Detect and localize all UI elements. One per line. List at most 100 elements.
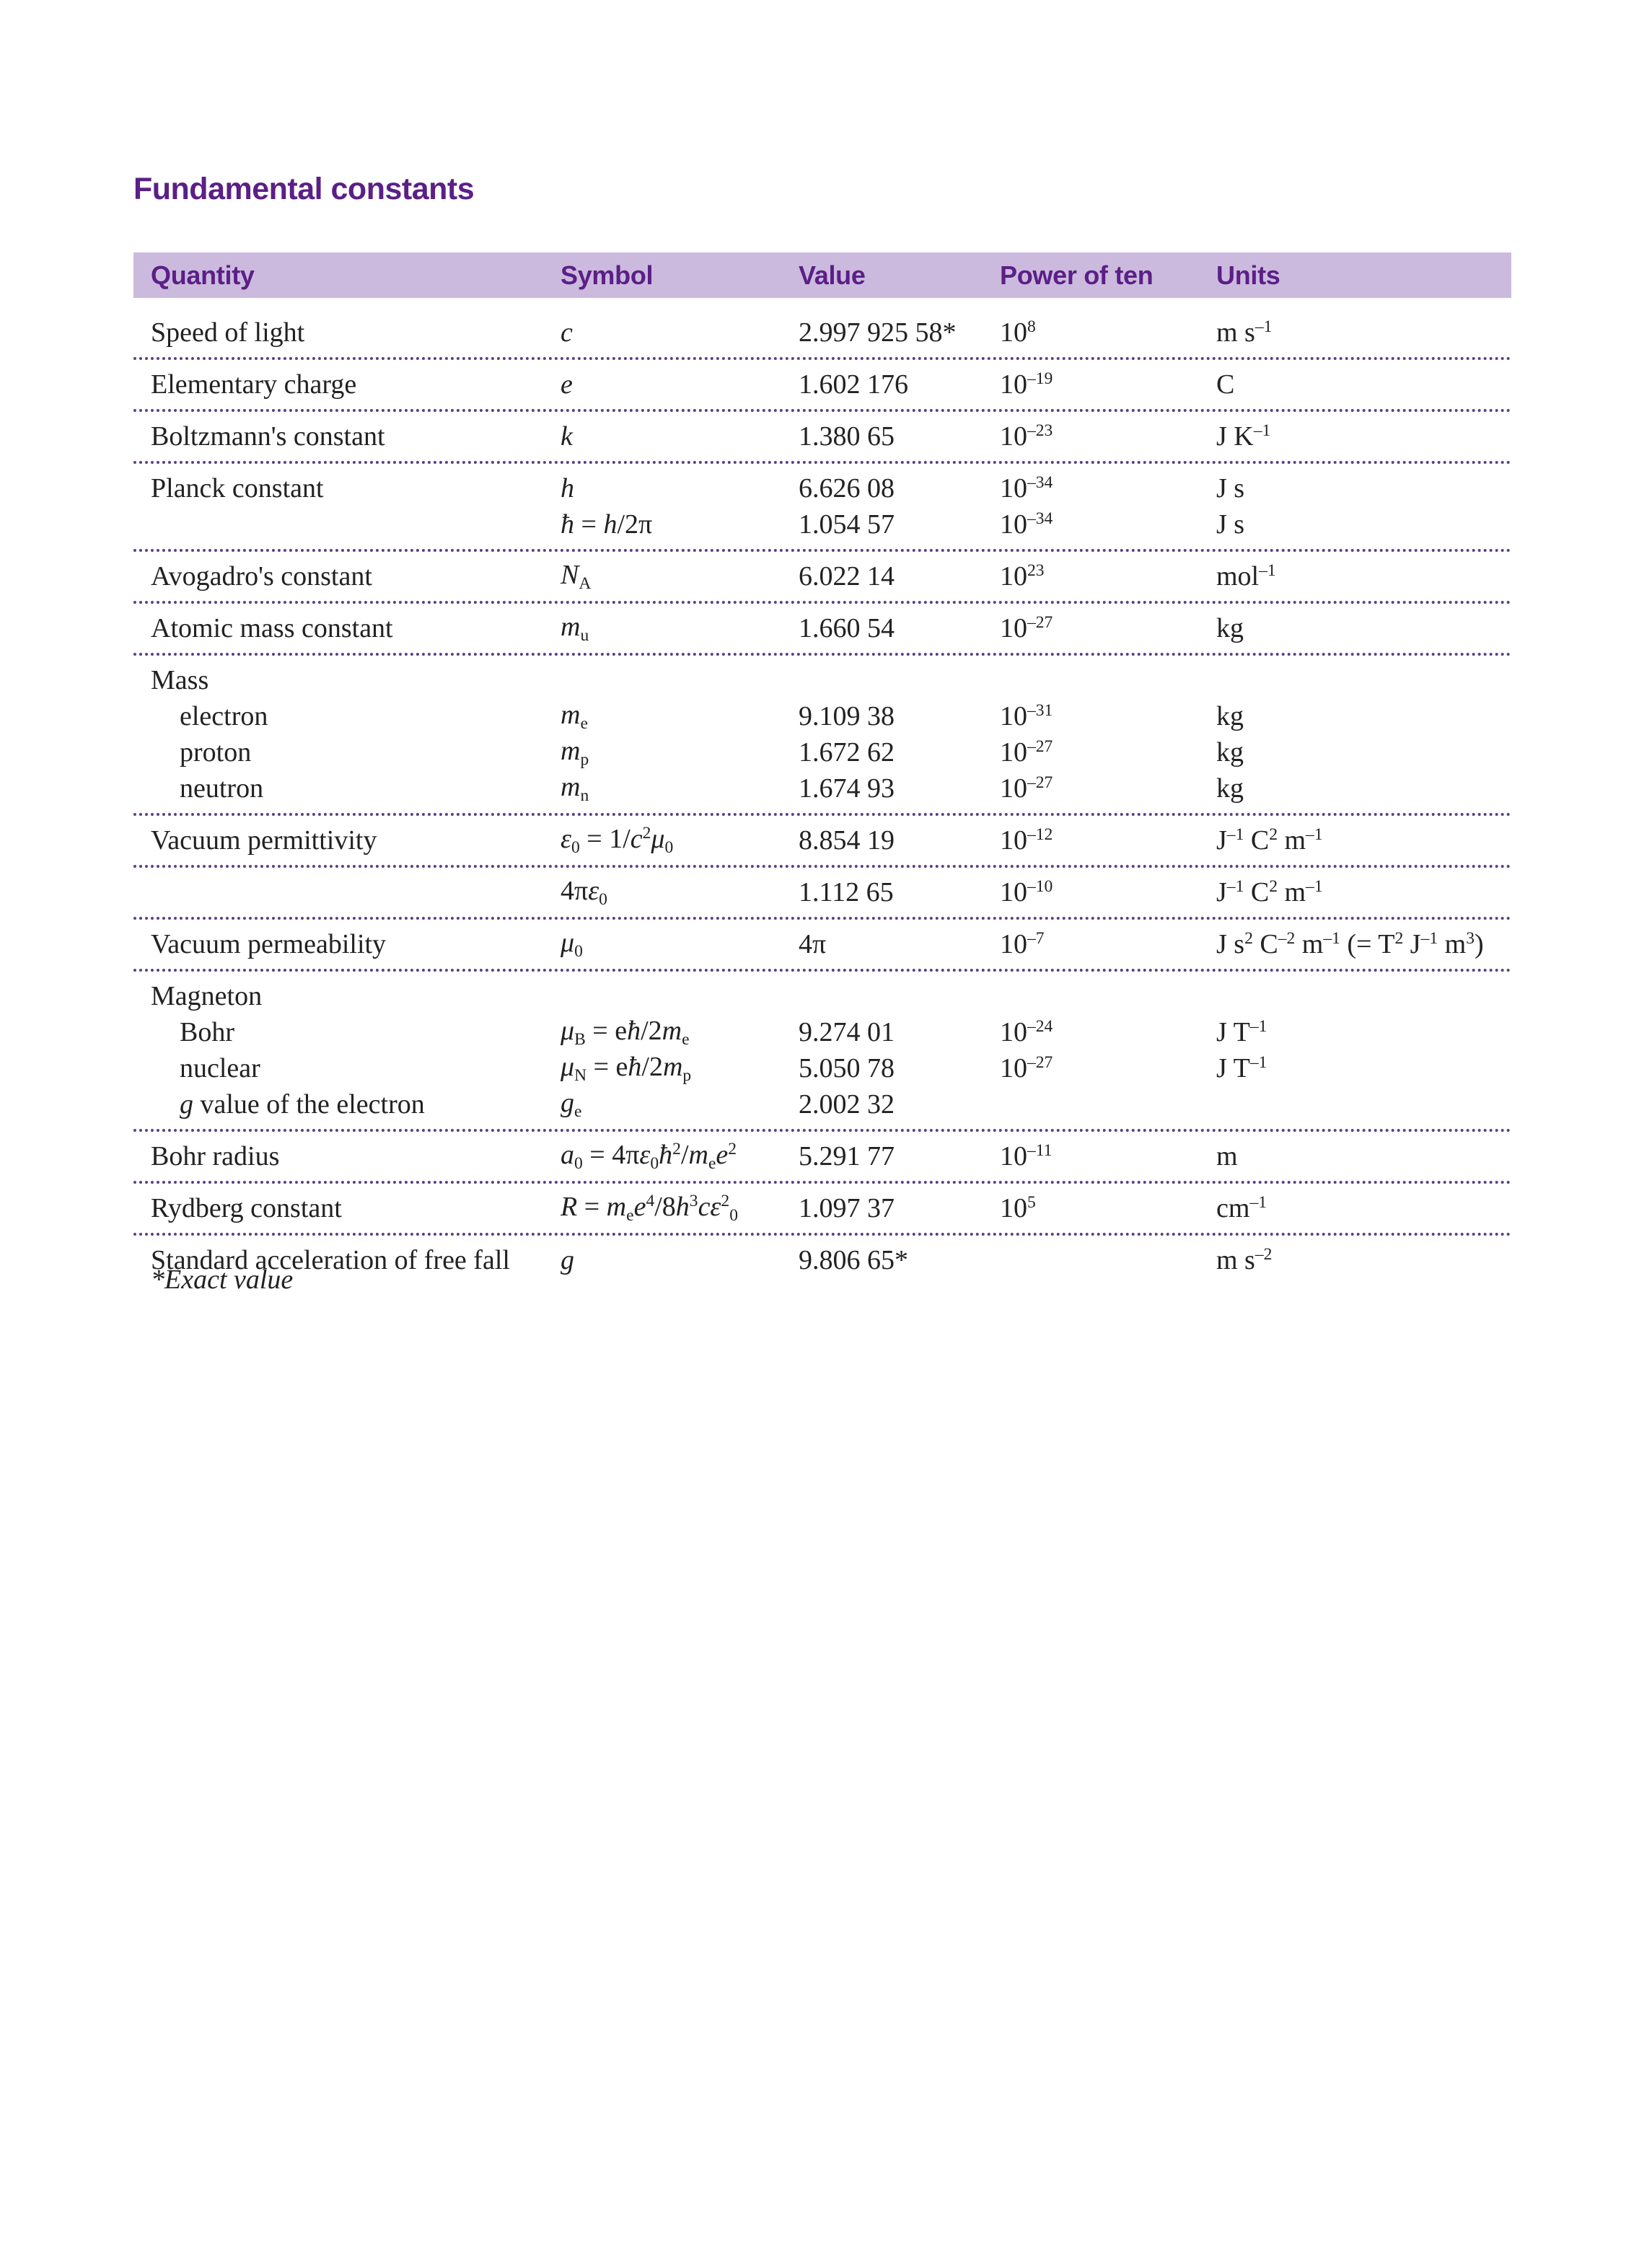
italic-run: m <box>662 1015 682 1046</box>
italic-run: cε <box>698 1191 721 1222</box>
superscript: –27 <box>1027 613 1053 633</box>
symbol-cell: mn <box>561 771 799 806</box>
row-group: Bohr radius a0 = 4πε0ħ2/mee2 5.291 77 10–11… <box>133 1132 1511 1184</box>
subscript: 0 <box>571 838 580 858</box>
text-run: 10 <box>1000 421 1027 452</box>
quantity-cell: Vacuum permittivity <box>151 825 377 856</box>
header-cell: Symbol <box>561 260 654 290</box>
subscript: B <box>574 1030 586 1050</box>
row-group: Atomic mass constant mu 1.660 54 10–27 kg <box>133 604 1511 656</box>
text-run: 10 <box>1000 701 1027 731</box>
symbol-cell: mu <box>561 611 799 646</box>
units-cell: J K–1 <box>1216 421 1511 452</box>
italic-run: e <box>633 1191 646 1222</box>
symbol-cell: ε0 = 1/c2μ0 <box>561 823 799 858</box>
italic-run: ħ <box>659 1139 673 1170</box>
power-of-ten-cell: 10–34 <box>1000 472 1216 504</box>
value-cell: 9.274 01 <box>799 1017 895 1047</box>
italic-run: μ <box>561 1015 575 1046</box>
symbol-cell: 4πε0 <box>561 875 799 910</box>
units-cell: kg <box>1216 737 1244 768</box>
power-of-ten-cell: 10–7 <box>1000 928 1216 960</box>
italic-run: ε <box>561 823 571 854</box>
superscript: –31 <box>1027 701 1053 721</box>
table-body: Speed of light c 2.997 925 58* 108 m s–1 Elem… <box>133 308 1511 1285</box>
superscript: –24 <box>1027 1017 1053 1037</box>
superscript: 2 <box>642 824 651 843</box>
units-cell: J–1 C2 m–1 <box>1216 876 1511 908</box>
superscript: 3 <box>689 1192 698 1211</box>
italic-run: m <box>561 735 581 766</box>
value-cell: 1.674 93 <box>799 773 895 804</box>
superscript: –7 <box>1027 929 1045 949</box>
italic-run: μ <box>561 927 575 958</box>
italic-run: ε <box>588 875 599 906</box>
footnote: *Exact value <box>151 1265 294 1295</box>
row-group: Vacuum permittivity ε0 = 1/c2μ0 8.854 19 10… <box>133 816 1511 868</box>
table-row: Vacuum permeability μ0 4π 10–7 J s2 C–2 m–1 … <box>133 926 1511 962</box>
superscript: 8 <box>1027 317 1036 337</box>
units-cell: kg <box>1216 773 1244 804</box>
row-group: Speed of light c 2.997 925 58* 108 m s–1 <box>133 308 1511 360</box>
quantity-cell: g value of the electron <box>151 1089 561 1120</box>
text-run: J <box>1216 825 1227 856</box>
text-run: 10 <box>1000 613 1027 643</box>
header-cell: Units <box>1216 260 1280 290</box>
symbol-cell: g <box>561 1244 799 1276</box>
power-of-ten-cell: 10–27 <box>1000 773 1216 804</box>
value-cell: 4π <box>799 929 827 959</box>
row-group: Rydberg constant R = mee4/8h3cε20 1.097 37… <box>133 1184 1511 1236</box>
symbol-cell: a0 = 4πε0ħ2/mee2 <box>561 1139 799 1174</box>
power-of-ten-cell: 10–11 <box>1000 1140 1216 1172</box>
superscript: –1 <box>1226 877 1244 897</box>
subscript: e <box>708 1154 716 1174</box>
subscript: 0 <box>599 890 607 910</box>
quantity-cell: Boltzmann's constant <box>151 421 385 452</box>
quantity-cell: nuclear <box>180 1053 260 1083</box>
symbol-cell: h <box>561 472 799 504</box>
subscript: p <box>580 750 589 770</box>
value-cell: 5.291 77 <box>799 1141 895 1171</box>
superscript: –1 <box>1253 421 1271 441</box>
superscript: –2 <box>1278 929 1296 949</box>
power-of-ten-cell: 10–10 <box>1000 876 1216 908</box>
text-run: J <box>1403 929 1421 959</box>
table-row: electron me 9.109 38 10–31 kg <box>133 698 1511 734</box>
superscript: –27 <box>1027 1053 1053 1073</box>
value-cell: 9.109 38 <box>799 701 895 731</box>
text-run: = 1/ <box>579 823 631 854</box>
text-run: 10 <box>1000 509 1027 540</box>
text-run: 10 <box>1000 473 1027 504</box>
power-of-ten-cell: 10–24 <box>1000 1016 1216 1048</box>
subscript: N <box>574 1066 587 1086</box>
text-run: = e <box>586 1051 628 1082</box>
subscript: n <box>580 786 589 806</box>
table-row: Vacuum permittivity ε0 = 1/c2μ0 8.854 19 10… <box>133 822 1511 858</box>
superscript: 2 <box>1244 929 1253 949</box>
units-cell: J s <box>1216 473 1245 504</box>
symbol-cell: e <box>561 369 799 400</box>
power-of-ten-cell: 105 <box>1000 1192 1216 1224</box>
superscript: 2 <box>672 1140 681 1159</box>
symbol-cell: μB = eħ/2me <box>561 1015 799 1050</box>
superscript: –2 <box>1255 1245 1273 1265</box>
superscript: –27 <box>1027 773 1053 793</box>
text-run: m <box>1277 825 1306 856</box>
text-run: = 4π <box>582 1139 640 1170</box>
italic-run: μ <box>651 823 665 854</box>
superscript: 23 <box>1027 561 1045 581</box>
italic-run: e <box>561 369 573 400</box>
quantity-cell: Rydberg constant <box>151 1193 342 1223</box>
row-group: Magneton Bohr μB = eħ/2me 9.274 01 10–24 J T–… <box>133 972 1511 1132</box>
italic-run: ħ <box>561 509 574 540</box>
quantity-cell: Atomic mass constant <box>151 613 393 643</box>
text-run: m <box>1295 929 1324 959</box>
text-run: 10 <box>1000 773 1027 804</box>
symbol-cell: ge <box>561 1087 799 1122</box>
row-group: Mass electron me 9.109 38 10–31 kg proton mp 1.6… <box>133 656 1511 816</box>
superscript: –27 <box>1027 737 1053 757</box>
text-run: /2π <box>617 509 653 540</box>
quantity-cell: Bohr <box>180 1017 234 1047</box>
quantity-cell: Elementary charge <box>151 369 357 400</box>
